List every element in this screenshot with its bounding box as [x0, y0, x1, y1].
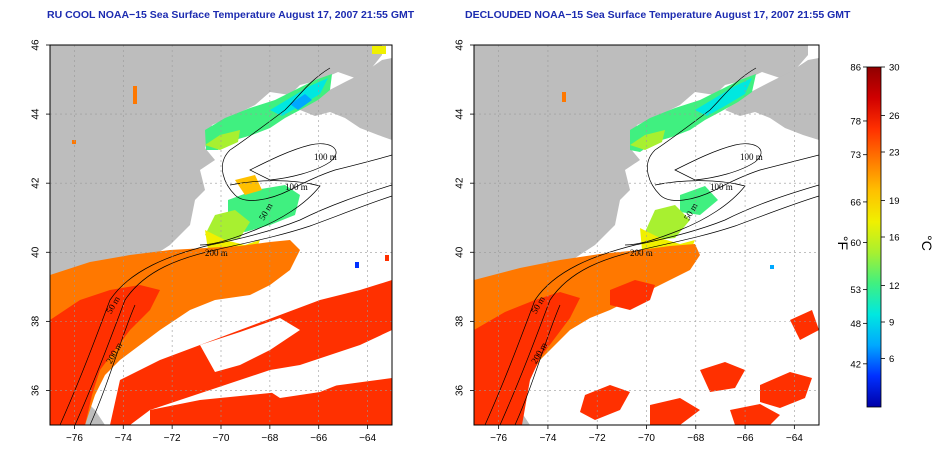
colorbar-tick-label-c: 6 — [889, 354, 894, 365]
contour-label: 100 m — [710, 182, 733, 192]
colorbar-tick-label-c: 23 — [889, 148, 900, 159]
x-tick-label: −76 — [66, 433, 83, 444]
x-tick-label: −68 — [261, 433, 278, 444]
x-tick-label: −76 — [490, 433, 507, 444]
graticule-raw — [50, 44, 392, 425]
colorbar-tick-label-f: 42 — [850, 359, 861, 370]
colorbar-label-celsius: °C — [919, 235, 935, 251]
y-tick-label: 40 — [31, 246, 42, 258]
x-tick-label: −70 — [638, 433, 655, 444]
bathymetry-contours-raw — [59, 67, 392, 425]
colorbar-scale — [866, 66, 882, 408]
bathymetry-contours-declouded — [484, 67, 819, 425]
land-mass — [50, 45, 382, 425]
colorbar-tick-label-f: 78 — [850, 116, 861, 127]
x-tick-label: −74 — [115, 433, 132, 444]
nova-scotia — [725, 58, 819, 140]
map-frame-declouded — [473, 44, 820, 426]
x-tick-label: −66 — [310, 433, 327, 444]
x-tick-label: −74 — [539, 433, 556, 444]
contour-label: 100 m — [314, 152, 337, 162]
y-tick-label: 44 — [455, 108, 466, 120]
y-tick-label: 46 — [455, 39, 466, 51]
colorbar-tick-label-c: 30 — [889, 63, 900, 74]
contour-label: 200 m — [205, 248, 228, 258]
colorbar-tick-label-f: 53 — [850, 285, 861, 296]
graticule-declouded — [474, 44, 819, 425]
colorbar-tick-label-c: 26 — [889, 111, 900, 122]
y-tick-label: 36 — [31, 384, 42, 396]
colorbar: 30 26 23 19 16 12 9 6 86 78 73 66 60 53 48 42 °F °C — [835, 63, 935, 408]
colorbar-label-fahrenheit: °F — [835, 236, 851, 250]
x-tick-label: −68 — [687, 433, 704, 444]
colorbar-tick-label-f: 66 — [850, 197, 861, 208]
y-tick-label: 42 — [455, 177, 466, 189]
y-tick-label: 38 — [31, 315, 42, 327]
axes-raw: −76 −74 −72 −70 −68 −66 −64 36 38 40 42 44 46 — [31, 39, 377, 444]
x-tick-label: −64 — [786, 433, 803, 444]
contour-label: 100 m — [740, 152, 763, 162]
map-frame-raw — [49, 44, 393, 426]
y-tick-label: 36 — [455, 384, 466, 396]
y-tick-label: 46 — [31, 39, 42, 51]
x-tick-label: −66 — [737, 433, 754, 444]
y-tick-label: 38 — [455, 315, 466, 327]
sst-warm-water — [50, 240, 300, 425]
contour-label: 100 m — [285, 182, 308, 192]
colorbar-tick-label-c: 9 — [889, 318, 894, 329]
land-mass — [474, 45, 808, 425]
map-title-raw: RU COOL NOAA−15 Sea Surface Temperature … — [47, 9, 415, 21]
contour-label: 200 m — [630, 248, 653, 258]
colorbar-tick-label-c: 12 — [889, 281, 900, 292]
y-tick-label: 40 — [455, 246, 466, 258]
nova-scotia — [300, 58, 392, 140]
map-title-declouded: DECLOUDED NOAA−15 Sea Surface Temperatur… — [465, 9, 851, 21]
y-tick-label: 44 — [31, 108, 42, 120]
x-tick-label: −64 — [359, 433, 376, 444]
colorbar-tick-label-f: 48 — [850, 319, 861, 330]
y-tick-label: 42 — [31, 177, 42, 189]
colorbar-tick-label-c: 19 — [889, 196, 900, 207]
colorbar-tick-label-f: 86 — [850, 63, 861, 74]
x-tick-label: −72 — [589, 433, 606, 444]
axes-declouded: −76 −74 −72 −70 −68 −66 −64 36 38 40 42 44 46 — [455, 39, 804, 444]
x-tick-label: −70 — [213, 433, 230, 444]
colorbar-tick-label-f: 60 — [850, 238, 861, 249]
colorbar-tick-label-f: 73 — [850, 150, 861, 161]
colorbar-tick-label-c: 16 — [889, 233, 900, 244]
x-tick-label: −72 — [164, 433, 181, 444]
